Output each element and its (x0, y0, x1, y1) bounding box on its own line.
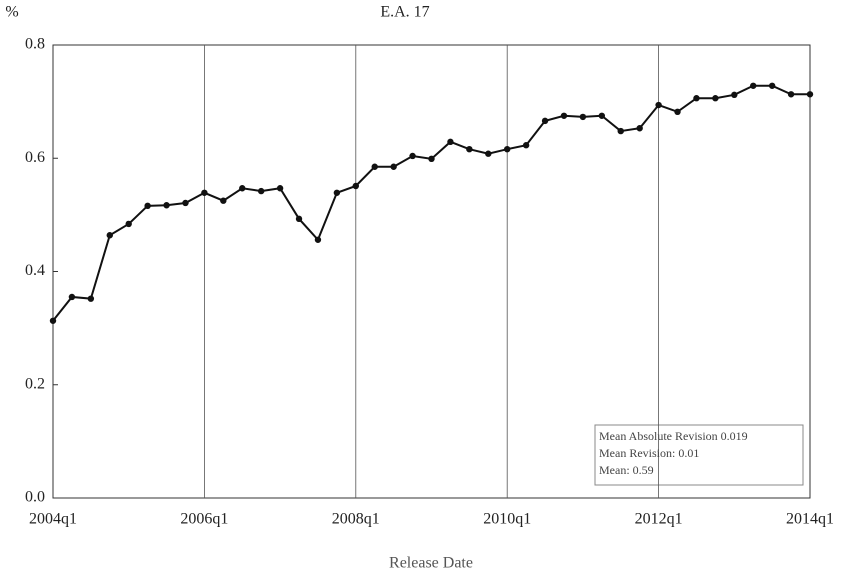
data-point (655, 101, 662, 109)
data-point (579, 113, 587, 121)
data-point (106, 232, 113, 239)
data-point (276, 185, 284, 192)
data-point (598, 112, 606, 119)
y-tick-label: 0.4 (25, 262, 45, 279)
data-point (485, 150, 492, 157)
data-point (409, 152, 416, 160)
x-tick-label: 2008q1 (332, 511, 380, 528)
x-tick-label: 2012q1 (635, 511, 683, 528)
data-point (144, 202, 151, 210)
y-tick-label: 0.6 (25, 149, 45, 166)
data-point (466, 145, 473, 153)
data-point (87, 295, 95, 302)
data-point (768, 82, 776, 89)
data-point (125, 220, 132, 228)
y-tick-label: 0.2 (25, 375, 45, 392)
data-point (560, 112, 568, 119)
data-point (617, 127, 624, 135)
data-point (182, 199, 189, 207)
data-point (787, 91, 795, 98)
data-point (201, 189, 208, 196)
data-point (68, 293, 76, 301)
data-point (49, 317, 57, 324)
data-point (390, 163, 397, 170)
data-point (731, 91, 738, 99)
x-tick-label: 2010q1 (483, 511, 531, 528)
data-point (693, 95, 700, 102)
data-point (239, 185, 246, 192)
y-tick-label: 0.8 (25, 36, 45, 53)
data-point (636, 125, 643, 132)
x-tick-label: 2004q1 (29, 511, 77, 528)
data-point (163, 202, 170, 209)
data-point (674, 108, 681, 116)
y-unit: % (5, 4, 18, 21)
annotation: Mean Revision: 0.01 (599, 446, 699, 460)
data-point (447, 138, 454, 146)
y-tick-label: 0.0 (25, 489, 45, 506)
data-point (333, 189, 341, 196)
data-point (504, 145, 511, 153)
annotation-box (594, 424, 804, 486)
x-tick-label: 2006q1 (180, 511, 228, 528)
x-axis-label: Release Date (389, 555, 473, 572)
data-point (257, 187, 265, 195)
chart-title: E.A. 17 (380, 4, 429, 21)
annotation: Mean Absolute Revision 0.019 (599, 429, 748, 443)
data-point (750, 82, 757, 89)
x-tick-label: 2014q1 (786, 511, 834, 528)
data-point (712, 95, 719, 102)
data-point (541, 117, 549, 125)
data-point (806, 91, 814, 98)
data-point (295, 215, 303, 223)
data-point (371, 163, 378, 170)
data-point (522, 142, 530, 149)
data-point (352, 182, 359, 190)
data-point (220, 197, 227, 204)
annotation: Mean: 0.59 (599, 463, 654, 477)
data-point (428, 155, 435, 163)
data-point (314, 236, 322, 243)
